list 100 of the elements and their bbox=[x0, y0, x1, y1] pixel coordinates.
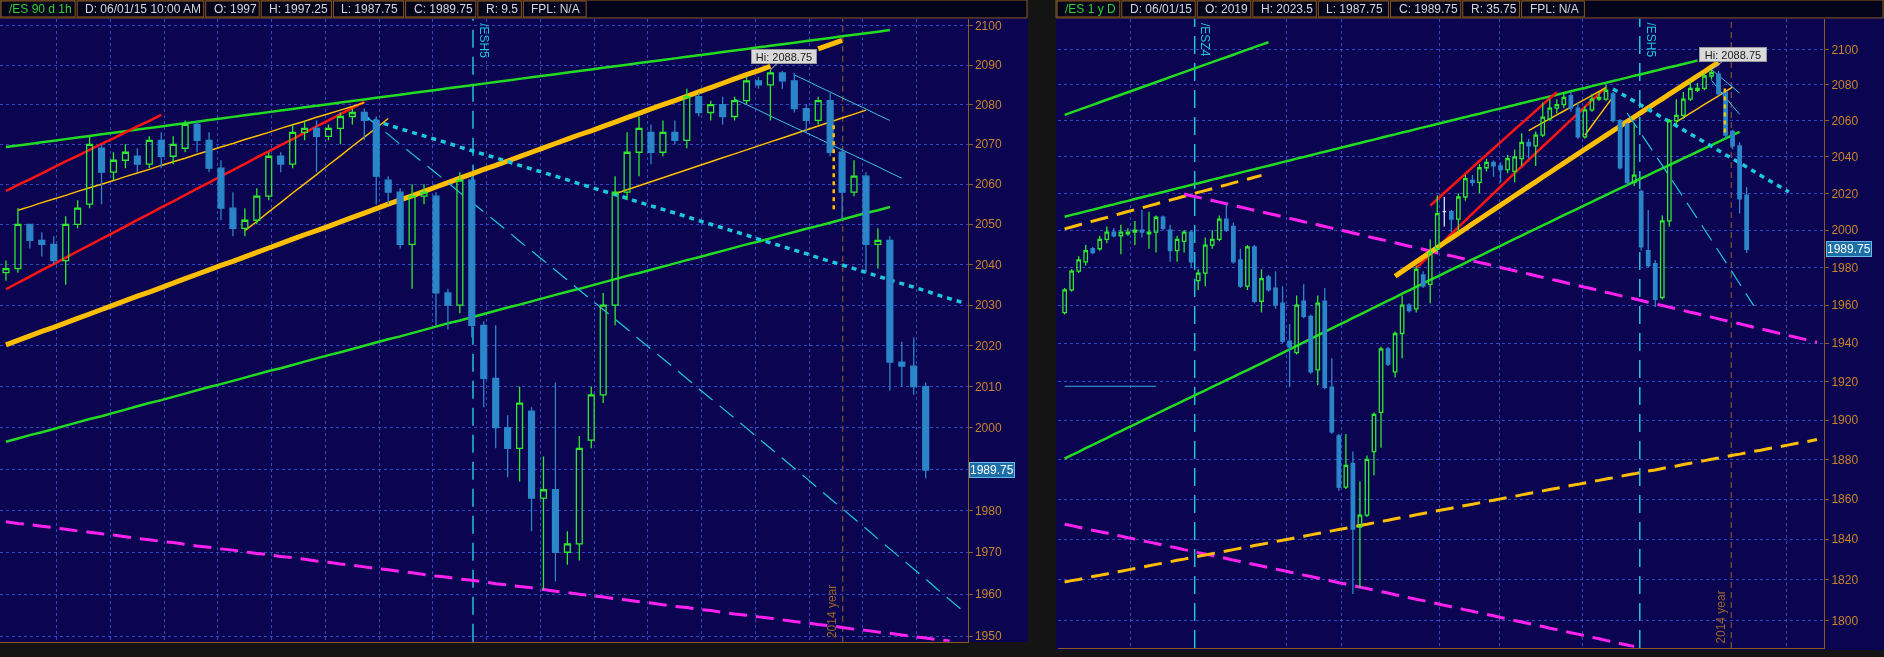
text: D: 06/01/15 bbox=[1130, 2, 1193, 16]
line-series bbox=[1527, 86, 1607, 132]
y-tick-label: 2040 bbox=[1831, 150, 1859, 165]
text: C: 1989.75 bbox=[1399, 2, 1459, 16]
candlestick bbox=[1582, 105, 1588, 140]
candlestick bbox=[253, 187, 261, 225]
candlestick bbox=[1695, 82, 1700, 93]
candlestick bbox=[742, 76, 751, 106]
candlestick bbox=[1638, 189, 1644, 252]
text: H: 2023.5 bbox=[1261, 2, 1314, 16]
candlestick bbox=[1681, 91, 1686, 120]
candlestick bbox=[1709, 68, 1714, 81]
y-tick-label: 2080 bbox=[1831, 78, 1859, 93]
candlestick bbox=[336, 111, 344, 145]
candlestick bbox=[1659, 214, 1665, 301]
candlestick bbox=[1512, 148, 1517, 183]
candlestick bbox=[1069, 268, 1075, 293]
candlestick bbox=[1315, 294, 1321, 386]
candlestick bbox=[1139, 209, 1145, 239]
candlestick bbox=[695, 92, 703, 118]
candlestick bbox=[229, 191, 237, 237]
candlestick bbox=[719, 96, 727, 126]
candlestick bbox=[1463, 174, 1468, 202]
candlestick bbox=[1259, 268, 1264, 314]
candlestick bbox=[778, 70, 786, 90]
candlestick bbox=[1280, 285, 1285, 344]
y-tick-label: 1880 bbox=[1831, 452, 1859, 467]
candlestick bbox=[97, 143, 106, 205]
candlestick bbox=[1188, 229, 1194, 269]
candlestick bbox=[169, 135, 177, 165]
candlestick bbox=[1146, 211, 1152, 250]
y-tick-label: 2000 bbox=[974, 420, 1002, 435]
candlestick bbox=[1301, 283, 1307, 319]
candlestick bbox=[14, 207, 22, 274]
candlestick bbox=[1364, 454, 1370, 518]
candlestick bbox=[1420, 270, 1426, 289]
candlestick bbox=[1266, 274, 1271, 293]
candlestick bbox=[1090, 246, 1096, 256]
annotation: /ESZ4 bbox=[1198, 23, 1213, 57]
candlestick bbox=[492, 324, 500, 449]
candlestick bbox=[1202, 236, 1208, 287]
y-tick-label: 2020 bbox=[1831, 186, 1859, 201]
y-tick-label: 1940 bbox=[1831, 336, 1859, 351]
candlestick bbox=[1526, 138, 1532, 160]
candlestick bbox=[1505, 154, 1510, 174]
candlestick bbox=[1357, 480, 1363, 589]
line-series bbox=[1182, 192, 1819, 344]
candlestick bbox=[456, 171, 464, 314]
candlestick bbox=[1252, 244, 1257, 304]
candlestick bbox=[121, 143, 129, 169]
candlestick bbox=[1603, 84, 1609, 102]
candlestick bbox=[1132, 220, 1138, 246]
line-series bbox=[1063, 173, 1263, 231]
candlestick bbox=[1322, 287, 1328, 390]
candlestick bbox=[731, 96, 739, 122]
candlestick bbox=[1427, 238, 1433, 304]
candlestick bbox=[1470, 174, 1475, 187]
candlestick bbox=[898, 341, 906, 388]
annotation: 2014 year bbox=[824, 584, 839, 639]
candlestick bbox=[1477, 163, 1482, 194]
candlestick bbox=[348, 107, 356, 126]
y-tick-label: 1820 bbox=[1831, 572, 1859, 587]
candlestick bbox=[181, 119, 189, 153]
line-series bbox=[793, 74, 891, 121]
candlestick bbox=[1491, 159, 1496, 178]
y-tick-label: 2010 bbox=[974, 379, 1002, 394]
candlestick bbox=[1673, 98, 1679, 125]
candlestick bbox=[1547, 98, 1553, 122]
text: C: 1989.75 bbox=[414, 2, 474, 16]
candlestick bbox=[1413, 264, 1419, 314]
candlestick bbox=[384, 175, 392, 205]
candlestick bbox=[1554, 98, 1560, 115]
candlestick bbox=[1195, 268, 1201, 291]
candlestick bbox=[109, 151, 118, 181]
candlestick bbox=[133, 147, 141, 173]
candlestick bbox=[1273, 270, 1278, 310]
candlestick bbox=[1484, 158, 1489, 173]
y-tick-label: 2000 bbox=[1831, 223, 1859, 238]
y-tick-label: 1980 bbox=[1831, 260, 1859, 275]
candlestick bbox=[1209, 229, 1215, 250]
y-tick-label: 1900 bbox=[1831, 413, 1859, 428]
candlestick bbox=[516, 385, 524, 483]
candlestick bbox=[1533, 130, 1539, 167]
line-series bbox=[1428, 90, 1559, 207]
candlestick bbox=[527, 406, 536, 532]
line-series bbox=[1063, 59, 1699, 218]
candlestick bbox=[145, 135, 153, 169]
candlestick bbox=[563, 530, 571, 566]
candlestick bbox=[74, 199, 82, 229]
line-series bbox=[1063, 130, 1741, 460]
candlestick bbox=[1441, 196, 1447, 228]
candlestick bbox=[38, 231, 46, 258]
line-series bbox=[4, 113, 163, 193]
candlestick bbox=[1167, 223, 1173, 263]
candlestick bbox=[420, 183, 428, 205]
candlestick bbox=[468, 175, 476, 339]
candlestick bbox=[1730, 129, 1735, 151]
candlestick bbox=[826, 92, 834, 157]
candlestick bbox=[587, 385, 595, 449]
candlestick bbox=[1744, 186, 1750, 254]
